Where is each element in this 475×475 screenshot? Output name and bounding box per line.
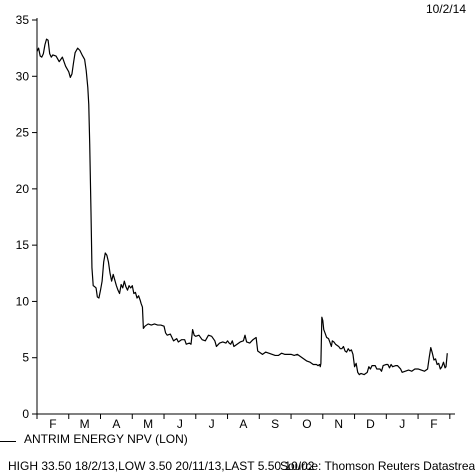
x-tick-label: O	[302, 417, 311, 431]
y-tick-label: 10	[16, 294, 30, 308]
x-tick-label: S	[271, 417, 279, 431]
x-tick-label: J	[399, 417, 405, 431]
y-tick-label: 5	[22, 351, 29, 365]
chart-date: 10/2/14	[425, 2, 466, 16]
x-tick-label: M	[143, 417, 153, 431]
x-tick-label: A	[112, 417, 120, 431]
x-tick-label: D	[366, 417, 375, 431]
y-tick-label: 15	[16, 238, 30, 252]
y-tick-label: 35	[16, 13, 30, 27]
legend-line-swatch	[0, 441, 16, 442]
series-line-antrim-energy	[36, 38, 448, 376]
y-tick-label: 25	[16, 126, 30, 140]
x-tick-label: N	[334, 417, 343, 431]
x-tick-label: F	[49, 417, 56, 431]
series-layer	[36, 38, 448, 376]
y-axis: 0 5 10 15 20 25 30 35	[16, 13, 38, 421]
x-tick-label: F	[430, 417, 437, 431]
x-tick-label: J	[209, 417, 215, 431]
stats-summary: HIGH 33.50 18/2/13,LOW 3.50 20/11/13,LAS…	[8, 459, 315, 473]
legend-label: ANTRIM ENERGY NPV (LON)	[24, 432, 188, 446]
x-tick-label: M	[80, 417, 90, 431]
y-tick-label: 20	[16, 182, 30, 196]
x-tick-label: J	[177, 417, 183, 431]
x-tick-label: A	[239, 417, 247, 431]
y-tick-label: 0	[22, 407, 29, 421]
y-tick-label: 30	[16, 69, 30, 83]
source-credit: Source: Thomson Reuters Datastream	[280, 459, 475, 473]
